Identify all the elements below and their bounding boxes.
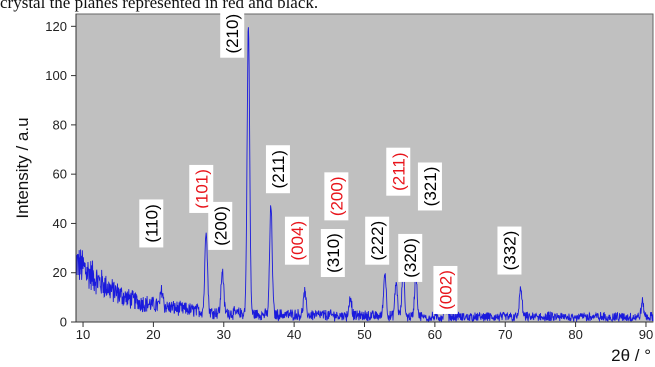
peak-label-box bbox=[284, 216, 309, 265]
peak-label-box bbox=[324, 172, 349, 221]
figure-caption: crystal the planes represented in red an… bbox=[0, 0, 319, 12]
peak-index-label: (321) bbox=[421, 167, 440, 207]
peak-index-label: (211) bbox=[389, 152, 408, 190]
peak-index-label: (222) bbox=[368, 221, 387, 261]
peak-index-label: (002) bbox=[436, 270, 455, 310]
x-tick-label: 20 bbox=[146, 327, 160, 342]
peak-index-label: (110) bbox=[142, 204, 161, 242]
peak-label-box bbox=[265, 145, 290, 194]
peak-label-box bbox=[417, 162, 442, 211]
peak-index-label: (320) bbox=[401, 238, 420, 278]
peak-label-box bbox=[320, 229, 345, 278]
x-tick-label: 70 bbox=[498, 327, 512, 342]
peak-index-label: (210) bbox=[223, 14, 242, 54]
x-tick-label: 50 bbox=[357, 327, 371, 342]
peak-index-label: (101) bbox=[192, 169, 211, 209]
diffraction-series-line bbox=[75, 27, 654, 323]
peak-label-box bbox=[208, 201, 233, 250]
x-tick-label: 40 bbox=[287, 327, 301, 342]
x-tick-label: 60 bbox=[428, 327, 442, 342]
peak-label-box bbox=[497, 226, 522, 275]
y-tick-label: 40 bbox=[53, 216, 67, 231]
peak-index-label: (310) bbox=[324, 233, 343, 273]
peak-index-label: (211) bbox=[269, 150, 288, 188]
x-tick-label: 30 bbox=[217, 327, 231, 342]
x-tick-label: 10 bbox=[76, 327, 90, 342]
y-tick-label: 20 bbox=[53, 265, 67, 280]
x-axis-title: 2θ / ° bbox=[611, 346, 651, 365]
y-tick-label: 80 bbox=[53, 117, 67, 132]
y-tick-label: 100 bbox=[45, 68, 67, 83]
peak-label-box bbox=[365, 216, 390, 265]
x-tick-label: 80 bbox=[568, 327, 582, 342]
peak-label-box bbox=[220, 9, 245, 58]
peak-index-label: (200) bbox=[211, 206, 230, 246]
y-tick-label: 0 bbox=[60, 315, 67, 330]
peak-label-box bbox=[398, 233, 423, 282]
y-axis-title: Intensity / a.u bbox=[13, 117, 32, 218]
x-tick-label: 90 bbox=[639, 327, 653, 342]
y-tick-label: 120 bbox=[45, 19, 67, 34]
peak-index-label: (004) bbox=[288, 221, 307, 261]
peak-label-box bbox=[433, 265, 458, 314]
peak-index-label: (332) bbox=[500, 231, 519, 271]
plot-area bbox=[75, 13, 654, 323]
peak-label-box bbox=[386, 147, 411, 196]
y-tick-label: 60 bbox=[53, 167, 67, 182]
peak-index-label: (200) bbox=[327, 176, 346, 216]
peak-label-box bbox=[139, 199, 164, 248]
